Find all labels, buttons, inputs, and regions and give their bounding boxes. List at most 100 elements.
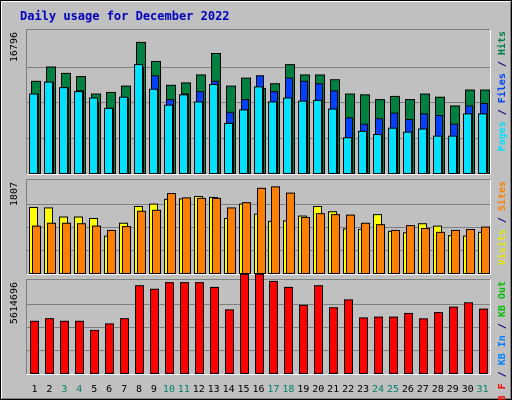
legend-entry: / (497, 211, 508, 229)
x-tick-label: 28 (432, 384, 444, 395)
bar-kb-f-day-4 (75, 320, 84, 374)
x-tick-label: 26 (402, 384, 414, 395)
bar-pages-day-17 (268, 101, 277, 174)
bar-sites-day-2 (47, 222, 56, 274)
bar-sites-day-3 (62, 222, 71, 274)
bar-pages-day-2 (44, 81, 53, 174)
x-tick-label: 27 (417, 384, 429, 395)
bar-kb-f-day-3 (60, 320, 69, 374)
panel-2: 1807 Visits / Sites (9, 179, 508, 275)
x-tick-label: 2 (46, 384, 52, 395)
bar-pages-day-23 (358, 130, 367, 174)
bar-pages-day-16 (254, 86, 263, 174)
legend-entry: / (497, 365, 508, 383)
bar-sites-day-6 (107, 229, 116, 274)
bar-sites-day-20 (316, 213, 325, 275)
bar-sites-day-13 (212, 197, 221, 274)
bar-kb-f-day-16 (255, 273, 264, 375)
x-tick-label: 21 (327, 384, 339, 395)
x-tick-label: 9 (151, 384, 157, 395)
series-kb-f (30, 273, 488, 375)
bar-pages-day-12 (194, 101, 203, 174)
bar-pages-day-3 (59, 87, 68, 174)
bar-kb-f-day-18 (284, 286, 293, 375)
bar-kb-f-day-7 (120, 318, 129, 375)
bar-pages-day-7 (119, 96, 128, 174)
bar-sites-day-22 (346, 214, 355, 274)
legend-entry: KB F (497, 383, 508, 400)
x-tick-label: 4 (76, 384, 82, 395)
bar-sites-day-26 (406, 225, 415, 275)
bar-sites-day-5 (92, 225, 101, 274)
bar-kb-f-day-1 (30, 320, 39, 374)
bar-kb-f-day-12 (195, 282, 204, 374)
bar-sites-day-14 (227, 207, 236, 274)
bar-kb-f-day-14 (225, 309, 234, 375)
legend-entry: Pages (497, 121, 508, 151)
legend-entry: Files (496, 73, 508, 103)
bar-sites-day-15 (242, 202, 251, 275)
bar-pages-day-29 (448, 135, 457, 174)
x-tick-label: 6 (106, 384, 112, 395)
bar-pages-day-30 (463, 113, 472, 174)
legend-entry: Sites (496, 181, 508, 211)
bar-sites-day-21 (331, 214, 340, 275)
legend-entry: Visits (496, 229, 508, 265)
bar-sites-day-27 (421, 228, 430, 274)
bar-pages-day-27 (418, 128, 427, 174)
bar-sites-day-17 (271, 186, 280, 274)
bar-kb-f-day-15 (240, 273, 249, 375)
bar-kb-f-day-13 (210, 286, 219, 375)
bar-pages-day-6 (104, 107, 113, 174)
bar-kb-f-day-24 (374, 316, 383, 374)
bar-kb-f-day-29 (449, 306, 458, 375)
x-tick-label: 7 (121, 384, 127, 395)
x-tick-label: 22 (342, 384, 354, 395)
bar-pages-day-15 (239, 109, 248, 174)
bar-kb-f-day-30 (464, 302, 473, 375)
bar-pages-day-9 (149, 88, 158, 174)
series-pages (29, 64, 487, 175)
bar-sites-day-10 (167, 193, 176, 274)
x-tick-label: 31 (477, 384, 489, 395)
x-tick-label: 12 (193, 384, 205, 395)
bar-sites-day-8 (137, 210, 146, 275)
x-tick-label: 17 (267, 384, 279, 395)
panel-3: 5614696 KB F / KB In / KB Out (9, 273, 508, 400)
bar-pages-day-31 (478, 113, 487, 174)
panel-3-legend: KB F / KB In / KB Out (497, 281, 508, 400)
legend-entry: / (497, 55, 508, 73)
bar-pages-day-24 (373, 134, 382, 175)
bar-sites-day-29 (451, 229, 460, 274)
panel-1: 16796 Pages / Files / Hits (9, 29, 508, 175)
x-tick-label: 14 (223, 384, 235, 395)
bar-pages-day-8 (134, 64, 143, 174)
bar-kb-f-day-23 (359, 317, 368, 375)
bar-pages-day-28 (433, 135, 442, 174)
panel-3-max-label: 5614696 (9, 282, 20, 324)
bar-kb-f-day-31 (479, 308, 488, 375)
bar-pages-day-19 (298, 100, 307, 174)
bar-pages-day-18 (283, 97, 292, 174)
bar-pages-day-14 (224, 122, 233, 175)
bar-kb-f-day-20 (314, 285, 323, 375)
x-tick-label: 19 (297, 384, 309, 395)
chart-title: Daily usage for December 2022 (20, 9, 230, 23)
x-tick-label: 3 (61, 384, 67, 395)
bar-pages-day-10 (164, 104, 173, 174)
x-tick-label: 24 (372, 384, 384, 395)
bar-kb-f-day-10 (165, 282, 174, 374)
bar-kb-f-day-28 (434, 312, 443, 374)
x-tick-label: 8 (136, 384, 142, 395)
x-tick-label: 30 (462, 384, 474, 395)
bar-kb-f-day-5 (90, 329, 99, 374)
bar-kb-f-day-2 (45, 318, 54, 375)
legend-entry: Hits (496, 31, 508, 55)
bar-sites-day-24 (376, 224, 385, 275)
panel-2-max-label: 1807 (9, 182, 20, 206)
bar-sites-day-23 (361, 222, 370, 274)
bar-kb-f-day-19 (299, 304, 308, 375)
x-tick-label: 23 (357, 384, 369, 395)
legend-entry: / (497, 103, 508, 121)
